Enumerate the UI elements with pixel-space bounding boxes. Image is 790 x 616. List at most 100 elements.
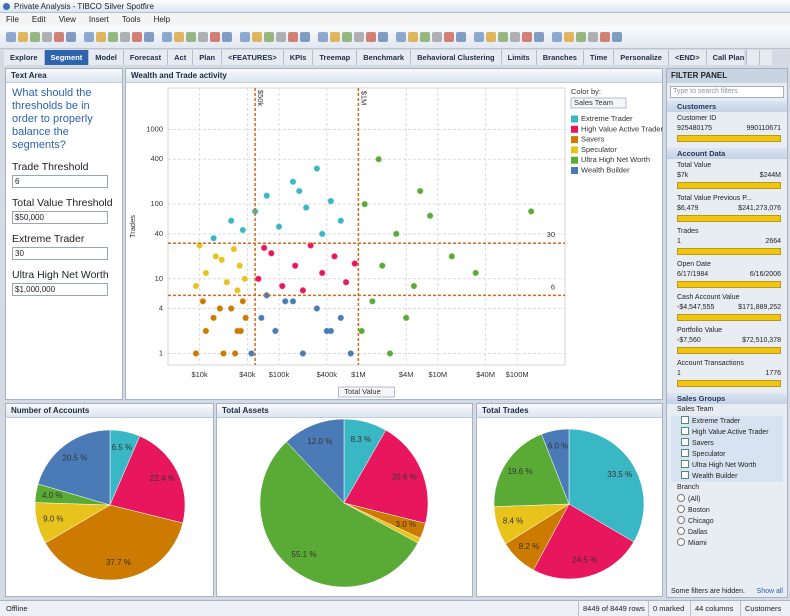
radio[interactable]	[677, 505, 685, 513]
toolbar-button[interactable]	[498, 32, 508, 42]
radio-option[interactable]: Chicago	[667, 516, 787, 527]
section-header[interactable]: Account Data	[667, 148, 787, 159]
toolbar-button[interactable]	[342, 32, 352, 42]
toolbar-button[interactable]	[84, 32, 94, 42]
toolbar-button[interactable]	[318, 32, 328, 42]
toolbar-button[interactable]	[108, 32, 118, 42]
radio-option[interactable]: (All)	[667, 494, 787, 505]
toolbar-button[interactable]	[534, 32, 544, 42]
section-header[interactable]: Customers	[667, 101, 787, 112]
checkbox-option[interactable]: Savers	[671, 438, 783, 449]
tab[interactable]: Model	[89, 50, 124, 65]
toolbar-button[interactable]	[222, 32, 232, 42]
toolbar-button[interactable]	[354, 32, 364, 42]
toolbar-button[interactable]	[240, 32, 250, 42]
range-slider[interactable]	[677, 215, 781, 222]
toolbar-button[interactable]	[276, 32, 286, 42]
menu-item[interactable]: File	[6, 15, 19, 24]
checkbox[interactable]	[681, 449, 689, 457]
filter-search[interactable]: Type to search filters	[670, 86, 784, 98]
checkbox-option[interactable]: Extreme Trader	[671, 416, 783, 427]
tab[interactable]: Limits	[502, 50, 537, 65]
toolbar-button[interactable]	[300, 32, 310, 42]
range-slider[interactable]	[677, 380, 781, 387]
tab[interactable]: <FEATURES>	[222, 50, 284, 65]
tab[interactable]: Benchmark	[357, 50, 412, 65]
toolbar-button[interactable]	[564, 32, 574, 42]
toolbar-button[interactable]	[18, 32, 28, 42]
toolbar-button[interactable]	[162, 32, 172, 42]
toolbar-button[interactable]	[144, 32, 154, 42]
tab[interactable]: Call Plan	[707, 50, 744, 65]
range-slider[interactable]	[677, 248, 781, 255]
tab-scroll-left[interactable]	[746, 50, 759, 65]
toolbar-button[interactable]	[588, 32, 598, 42]
toolbar-button[interactable]	[456, 32, 466, 42]
tab[interactable]: Forecast	[124, 50, 169, 65]
radio-option[interactable]: Dallas	[667, 527, 787, 538]
checkbox[interactable]	[681, 460, 689, 468]
toolbar-button[interactable]	[42, 32, 52, 42]
toolbar-button[interactable]	[432, 32, 442, 42]
toolbar-button[interactable]	[174, 32, 184, 42]
checkbox-option[interactable]: Speculator	[671, 449, 783, 460]
radio[interactable]	[677, 527, 685, 535]
tab[interactable]: Personalize	[614, 50, 669, 65]
radio[interactable]	[677, 516, 685, 524]
section-header[interactable]: Sales Groups	[667, 393, 787, 404]
range-slider[interactable]	[677, 135, 781, 142]
toolbar-button[interactable]	[252, 32, 262, 42]
tab[interactable]: Behavioral Clustering	[411, 50, 502, 65]
toolbar-button[interactable]	[444, 32, 454, 42]
toolbar-button[interactable]	[486, 32, 496, 42]
show-all-link[interactable]: Show all	[756, 588, 783, 595]
toolbar-button[interactable]	[264, 32, 274, 42]
toolbar-button[interactable]	[510, 32, 520, 42]
toolbar-button[interactable]	[408, 32, 418, 42]
tab[interactable]: Act	[168, 50, 194, 65]
field-input[interactable]: 6	[12, 175, 108, 188]
tab[interactable]: Time	[584, 50, 615, 65]
toolbar-button[interactable]	[576, 32, 586, 42]
toolbar-button[interactable]	[420, 32, 430, 42]
range-slider[interactable]	[677, 281, 781, 288]
tab[interactable]: Explore	[4, 50, 45, 65]
checkbox-option[interactable]: Ultra High Net Worth	[671, 460, 783, 471]
range-slider[interactable]	[677, 182, 781, 189]
toolbar-button[interactable]	[396, 32, 406, 42]
toolbar-button[interactable]	[330, 32, 340, 42]
checkbox[interactable]	[681, 416, 689, 424]
radio[interactable]	[677, 494, 685, 502]
toolbar-button[interactable]	[210, 32, 220, 42]
toolbar-button[interactable]	[30, 32, 40, 42]
tab[interactable]: KPIs	[284, 50, 314, 65]
toolbar-button[interactable]	[612, 32, 622, 42]
toolbar-button[interactable]	[66, 32, 76, 42]
tab[interactable]: Plan	[193, 50, 223, 65]
toolbar-button[interactable]	[96, 32, 106, 42]
checkbox[interactable]	[681, 438, 689, 446]
checkbox-option[interactable]: High Value Active Trader	[671, 427, 783, 438]
tab[interactable]: Branches	[537, 50, 584, 65]
checkbox[interactable]	[681, 427, 689, 435]
toolbar-button[interactable]	[198, 32, 208, 42]
toolbar-button[interactable]	[600, 32, 610, 42]
toolbar-button[interactable]	[474, 32, 484, 42]
tab[interactable]: <END>	[669, 50, 707, 65]
menu-item[interactable]: Insert	[88, 15, 109, 24]
range-slider[interactable]	[677, 347, 781, 354]
toolbar-button[interactable]	[288, 32, 298, 42]
field-input[interactable]: $50,000	[12, 211, 108, 224]
radio-option[interactable]: Miami	[667, 538, 787, 549]
toolbar-button[interactable]	[522, 32, 532, 42]
radio-option[interactable]: Boston	[667, 505, 787, 516]
field-input[interactable]: $1,000,000	[12, 283, 108, 296]
menu-item[interactable]: View	[58, 15, 76, 24]
toolbar-button[interactable]	[186, 32, 196, 42]
toolbar-button[interactable]	[552, 32, 562, 42]
range-slider[interactable]	[677, 314, 781, 321]
toolbar-button[interactable]	[378, 32, 388, 42]
toolbar-button[interactable]	[366, 32, 376, 42]
radio[interactable]	[677, 538, 685, 546]
toolbar-button[interactable]	[6, 32, 16, 42]
